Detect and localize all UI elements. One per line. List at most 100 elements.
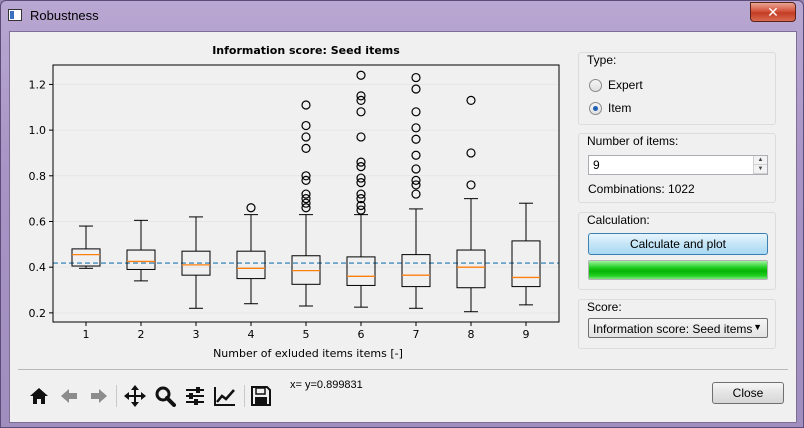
x-tick-label: 9: [523, 328, 530, 341]
radio-item-label: Item: [608, 101, 632, 115]
y-tick-label: 0.4: [29, 261, 47, 274]
type-group-title: Type:: [587, 53, 617, 67]
box-iqr: [126, 249, 156, 270]
outlier-point: [356, 70, 366, 80]
outlier-point: [411, 175, 421, 185]
forward-arrow-icon[interactable]: [86, 383, 112, 409]
pan-move-icon[interactable]: [122, 383, 148, 409]
calculation-progress-bar: [588, 260, 768, 280]
box-group: [456, 95, 486, 313]
outlier-point: [301, 175, 311, 185]
radio-item[interactable]: Item: [589, 100, 631, 116]
y-tick-label: 0.8: [29, 170, 47, 183]
outlier-point: [411, 150, 421, 160]
configure-subplots-icon[interactable]: [182, 383, 208, 409]
x-tick-label: 8: [468, 328, 475, 341]
box-iqr: [511, 240, 541, 288]
box-iqr: [456, 249, 486, 289]
radio-expert-button[interactable]: [589, 78, 602, 92]
outlier-point: [301, 203, 311, 213]
score-select[interactable]: Information score: Seed items ▼: [588, 318, 768, 338]
items-group-title: Number of items:: [587, 134, 679, 148]
calculate-and-plot-button[interactable]: Calculate and plot: [588, 233, 768, 255]
close-button[interactable]: Close: [712, 382, 784, 404]
outlier-point: [301, 171, 311, 181]
x-tick-label: 4: [248, 328, 255, 341]
chevron-down-icon[interactable]: ▼: [753, 322, 762, 332]
box-group: [181, 216, 211, 309]
box-iqr: [401, 254, 431, 288]
axes-frame: [52, 64, 560, 323]
outlier-point: [301, 194, 311, 204]
items-group: Number of items: 9 ▲ ▼ Combinations: 102…: [578, 133, 776, 203]
box-group: [401, 72, 431, 309]
toolbar-separator: [244, 385, 245, 407]
outlier-point: [411, 189, 421, 199]
outlier-point: [301, 120, 311, 131]
toolbar-separator: [116, 385, 117, 407]
radio-expert-label: Expert: [608, 78, 643, 92]
outlier-point: [246, 203, 256, 213]
outlier-point: [411, 123, 421, 133]
plot-canvas[interactable]: Information score: Seed items 0.2 0.4 0.6 0…: [10, 32, 570, 367]
box-iqr: [236, 250, 266, 280]
outlier-point: [356, 200, 366, 211]
outlier-point: [356, 157, 366, 167]
box-group: [346, 70, 376, 308]
title-bar[interactable]: Robustness ✕: [1, 1, 803, 31]
outlier-point: [301, 100, 311, 110]
x-axis-label: Number of exluded items items [-]: [213, 347, 403, 360]
box-plot-chart[interactable]: Information score: Seed items 0.20.40.60…: [10, 32, 570, 367]
spin-buttons: ▲ ▼: [753, 156, 767, 174]
radio-expert[interactable]: Expert: [589, 77, 643, 93]
outlier-point: [466, 95, 476, 106]
outlier-point: [356, 91, 366, 101]
zoom-magnifier-icon[interactable]: [152, 383, 178, 409]
outlier-point: [301, 143, 311, 153]
type-group: Type: Expert Item: [578, 52, 776, 125]
combinations-text: Combinations: 1022: [588, 182, 695, 196]
outlier-point: [356, 194, 366, 204]
outlier-point: [466, 148, 476, 158]
score-group-title: Score:: [587, 300, 622, 314]
outlier-point: [411, 84, 421, 94]
outlier-point: [411, 107, 421, 117]
box-iqr: [346, 256, 376, 286]
ticks-layer: 0.2 0.4 0.6 0.8 1.0 1.2 1 2 3 4 5 6 7 8 9: [29, 78, 530, 341]
x-tick-label: 2: [138, 328, 145, 341]
outlier-point: [356, 173, 366, 183]
chart-title: Information score: Seed items: [212, 44, 400, 57]
back-arrow-icon[interactable]: [56, 383, 82, 409]
outlier-point: [356, 132, 366, 142]
box-iqr: [181, 250, 211, 276]
x-tick-label: 1: [83, 328, 90, 341]
spin-down-icon[interactable]: ▼: [754, 165, 767, 174]
home-icon[interactable]: [26, 383, 52, 409]
items-spinbox-value[interactable]: 9: [593, 158, 600, 172]
app-window-icon: [8, 9, 22, 21]
outlier-point: [356, 205, 366, 215]
outlier-point: [356, 178, 366, 188]
x-tick-label: 5: [303, 328, 310, 341]
box-iqr: [71, 248, 101, 267]
items-spinbox[interactable]: 9 ▲ ▼: [588, 155, 768, 175]
outlier-point: [411, 72, 421, 83]
edit-axes-icon[interactable]: [212, 383, 238, 409]
calculation-group-title: Calculation:: [587, 213, 650, 227]
outlier-point: [356, 162, 366, 172]
boxes-layer: [71, 70, 541, 313]
radio-item-button[interactable]: [589, 101, 602, 115]
progress-fill: [589, 261, 767, 279]
window-close-button[interactable]: ✕: [750, 2, 796, 22]
score-select-value: Information score: Seed items: [593, 322, 753, 336]
spin-up-icon[interactable]: ▲: [754, 156, 767, 165]
y-tick-label: 0.2: [29, 307, 47, 320]
outlier-point: [411, 164, 421, 174]
box-group: [71, 225, 101, 269]
x-tick-label: 7: [413, 328, 420, 341]
outlier-point: [356, 95, 366, 106]
box-group: [291, 100, 321, 307]
outlier-point: [411, 134, 421, 144]
outlier-point: [466, 180, 476, 190]
save-floppy-icon[interactable]: [248, 383, 274, 409]
